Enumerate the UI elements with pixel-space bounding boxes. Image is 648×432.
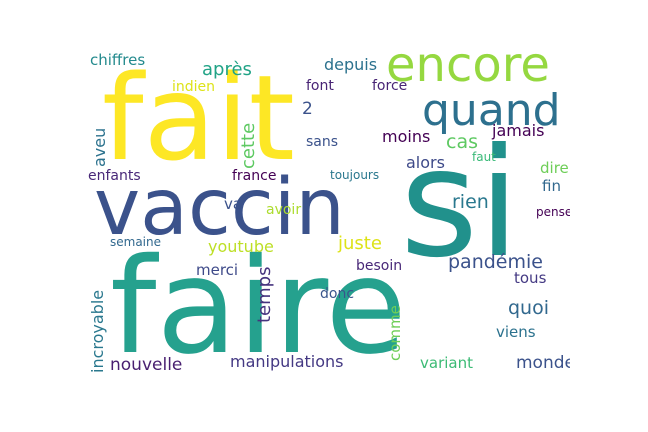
word-juste: juste (338, 233, 382, 254)
word-sans: sans (306, 134, 339, 150)
word-cloud: fait si vaccin faire encore quand pandém… (80, 43, 570, 387)
word-viens: viens (496, 323, 536, 341)
word-faut: faut (472, 150, 496, 164)
word-monde: monde (516, 353, 570, 373)
word-2: 2 (302, 99, 313, 119)
word-cette: cette (238, 122, 259, 169)
word-force: force (372, 78, 408, 94)
word-enfants: enfants (88, 168, 141, 184)
word-merci: merci (196, 261, 239, 279)
word-tous: tous (514, 269, 547, 287)
word-dire: dire (540, 159, 569, 177)
word-manipulations: manipulations (230, 352, 344, 371)
word-cas: cas (446, 131, 478, 153)
word-quand: quand (422, 85, 561, 136)
word-apres: après (202, 59, 252, 80)
word-nouvelle: nouvelle (110, 355, 183, 375)
word-faire: faire (110, 230, 407, 384)
word-avoir: avoir (266, 202, 302, 218)
word-pense: pense (536, 205, 570, 219)
word-vaccin: vaccin (94, 163, 345, 253)
word-chiffres: chiffres (90, 51, 146, 69)
word-donc: donc (320, 286, 355, 302)
word-moins: moins (382, 127, 431, 146)
word-si: si (400, 117, 520, 291)
word-comme: comme (386, 305, 404, 361)
word-incroyable: incroyable (88, 289, 107, 373)
word-toujours: toujours (330, 168, 380, 182)
word-pandemie: pandémie (448, 251, 543, 273)
word-fin: fin (542, 177, 561, 195)
word-besoin: besoin (356, 258, 403, 274)
word-youtube: youtube (208, 237, 274, 256)
word-semaine: semaine (110, 235, 161, 249)
word-rien: rien (452, 191, 489, 213)
word-aveu: aveu (90, 127, 109, 167)
word-indien: indien (172, 79, 216, 95)
word-depuis: depuis (324, 55, 378, 74)
word-alors: alors (406, 153, 445, 172)
word-france: france (232, 168, 277, 184)
word-variant: variant (420, 354, 473, 372)
word-jamais: jamais (492, 121, 545, 140)
word-temps: temps (254, 266, 275, 323)
word-fait: fait (102, 49, 295, 187)
word-va: va (224, 195, 243, 213)
word-encore: encore (386, 43, 550, 93)
word-font: font (306, 78, 334, 94)
word-quoi: quoi (508, 297, 550, 319)
